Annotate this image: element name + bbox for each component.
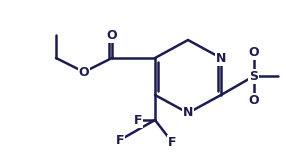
Text: F: F xyxy=(134,113,142,127)
Text: O: O xyxy=(249,45,259,59)
Text: S: S xyxy=(249,69,259,83)
Text: O: O xyxy=(79,65,89,79)
Text: N: N xyxy=(216,52,226,64)
Text: N: N xyxy=(183,107,193,120)
Text: O: O xyxy=(249,93,259,107)
Text: F: F xyxy=(168,136,176,148)
Text: F: F xyxy=(116,133,124,147)
Text: O: O xyxy=(107,28,117,41)
